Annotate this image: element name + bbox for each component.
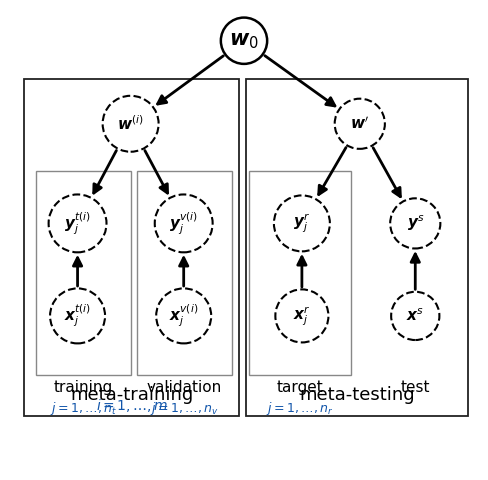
Ellipse shape xyxy=(102,96,159,152)
Ellipse shape xyxy=(50,288,105,343)
Bar xyxy=(246,79,468,416)
Text: meta-training: meta-training xyxy=(70,386,193,404)
Text: target: target xyxy=(277,380,324,395)
Text: training: training xyxy=(54,380,113,395)
Text: $j = 1, \ldots, n_v$: $j = 1, \ldots, n_v$ xyxy=(150,400,219,417)
Bar xyxy=(36,171,131,375)
Text: $\boldsymbol{x}_j^{r}$: $\boldsymbol{x}_j^{r}$ xyxy=(293,304,311,328)
Bar xyxy=(249,171,351,375)
Text: $\boldsymbol{w}_0$: $\boldsymbol{w}_0$ xyxy=(229,31,259,51)
Ellipse shape xyxy=(390,198,440,249)
Ellipse shape xyxy=(156,288,211,343)
Text: $\boldsymbol{y}_j^{t(i)}$: $\boldsymbol{y}_j^{t(i)}$ xyxy=(64,210,91,237)
Ellipse shape xyxy=(49,194,106,252)
Text: $\boldsymbol{w}'$: $\boldsymbol{w}'$ xyxy=(350,116,369,132)
Text: $j = 1, \ldots, n_t$: $j = 1, \ldots, n_t$ xyxy=(50,400,117,417)
Text: validation: validation xyxy=(147,380,222,395)
Text: meta-testing: meta-testing xyxy=(300,386,415,404)
Text: $\boldsymbol{w}^{(i)}$: $\boldsymbol{w}^{(i)}$ xyxy=(117,114,144,133)
Ellipse shape xyxy=(155,194,213,252)
Text: $j = 1, \ldots, n_r$: $j = 1, \ldots, n_r$ xyxy=(266,400,334,417)
Text: $\boldsymbol{x}_j^{v(i)}$: $\boldsymbol{x}_j^{v(i)}$ xyxy=(169,302,198,329)
Text: $\boldsymbol{x}_j^{t(i)}$: $\boldsymbol{x}_j^{t(i)}$ xyxy=(64,302,91,329)
Bar xyxy=(137,171,232,375)
Text: $\boldsymbol{y}^{s}$: $\boldsymbol{y}^{s}$ xyxy=(407,214,424,233)
Ellipse shape xyxy=(274,195,330,252)
Bar xyxy=(24,79,239,416)
Ellipse shape xyxy=(391,292,439,340)
Text: test: test xyxy=(401,380,430,395)
Text: $\boldsymbol{y}_j^{r}$: $\boldsymbol{y}_j^{r}$ xyxy=(293,212,310,235)
Ellipse shape xyxy=(221,18,267,64)
Text: $i = 1, \ldots, m$: $i = 1, \ldots, m$ xyxy=(96,396,168,414)
Ellipse shape xyxy=(335,99,385,149)
Text: $\boldsymbol{x}^{s}$: $\boldsymbol{x}^{s}$ xyxy=(407,308,424,324)
Text: $\boldsymbol{y}_j^{v(i)}$: $\boldsymbol{y}_j^{v(i)}$ xyxy=(169,210,198,237)
Ellipse shape xyxy=(275,289,328,342)
